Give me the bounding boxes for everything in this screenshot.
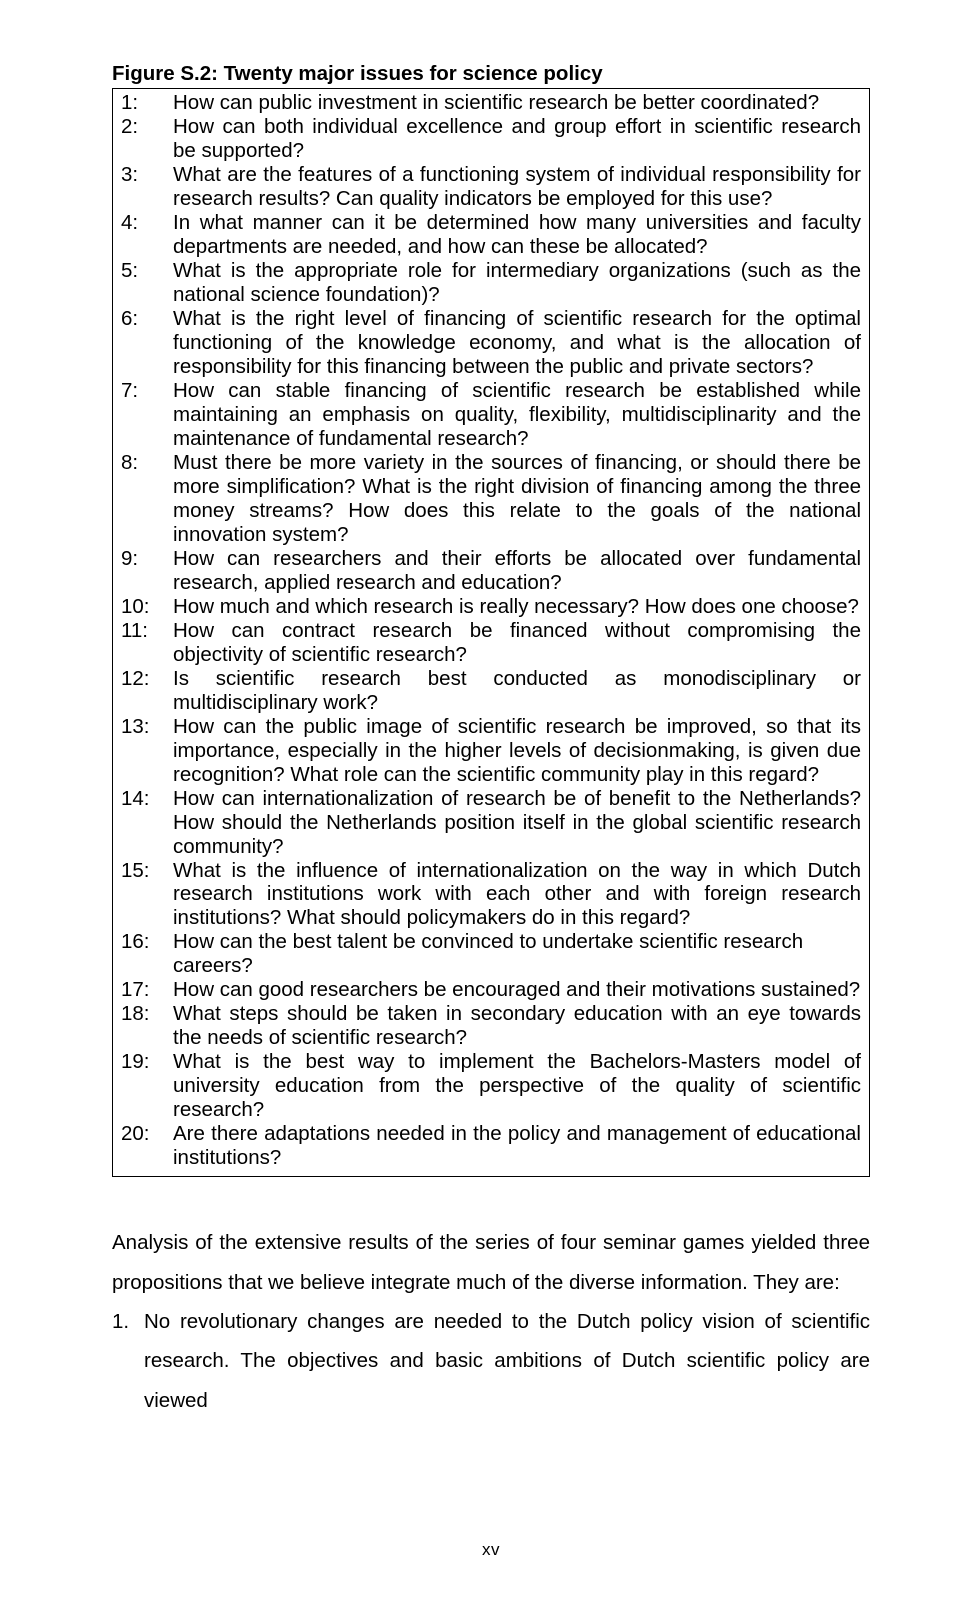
issue-text: In what manner can it be determined how … [173,211,861,259]
issue-text: Must there be more variety in the source… [173,451,861,547]
issue-item: 16:How can the best talent be convinced … [121,930,861,978]
issue-number: 4: [121,211,173,259]
issue-number: 17: [121,978,173,1002]
issue-item: 10:How much and which research is really… [121,595,861,619]
issue-item: 13:How can the public image of scientifi… [121,715,861,787]
issue-text: What is the best way to implement the Ba… [173,1050,861,1122]
issue-number: 2: [121,115,173,163]
issue-number: 19: [121,1050,173,1122]
issue-number: 1: [121,91,173,115]
figure-title: Figure S.2: Twenty major issues for scie… [112,62,870,86]
issue-text: What are the features of a functioning s… [173,163,861,211]
issue-item: 7:How can stable financing of scientific… [121,379,861,451]
page-number: xv [112,1540,870,1560]
issue-text: What is the appropriate role for interme… [173,259,861,307]
issue-item: 11:How can contract research be financed… [121,619,861,667]
issue-item: 2:How can both individual excellence and… [121,115,861,163]
issue-text: How can public investment in scientific … [173,91,861,115]
issue-item: 18:What steps should be taken in seconda… [121,1002,861,1050]
issue-item: 3:What are the features of a functioning… [121,163,861,211]
issue-text: Is scientific research best conducted as… [173,667,861,715]
issue-text: How can the best talent be convinced to … [173,930,861,978]
issue-item: 4:In what manner can it be determined ho… [121,211,861,259]
proposition-number: 1. [112,1302,144,1420]
issue-number: 6: [121,307,173,379]
issue-item: 17:How can good researchers be encourage… [121,978,861,1002]
issue-item: 6:What is the right level of financing o… [121,307,861,379]
issue-text: How can both individual excellence and g… [173,115,861,163]
issue-text: What is the influence of internationaliz… [173,859,861,931]
issue-number: 9: [121,547,173,595]
issue-number: 18: [121,1002,173,1050]
issue-number: 8: [121,451,173,547]
issue-text: How can contract research be financed wi… [173,619,861,667]
issue-text: How can researchers and their efforts be… [173,547,861,595]
issue-item: 20:Are there adaptations needed in the p… [121,1122,861,1170]
issue-number: 3: [121,163,173,211]
issue-text: Are there adaptations needed in the poli… [173,1122,861,1170]
issue-item: 15:What is the influence of internationa… [121,859,861,931]
issue-text: How much and which research is really ne… [173,595,861,619]
issue-number: 16: [121,930,173,978]
issue-number: 14: [121,787,173,859]
issue-number: 13: [121,715,173,787]
issue-text: How can good researchers be encouraged a… [173,978,861,1002]
issue-item: 9:How can researchers and their efforts … [121,547,861,595]
proposition-1: 1. No revolutionary changes are needed t… [112,1302,870,1420]
issue-number: 15: [121,859,173,931]
proposition-text: No revolutionary changes are needed to t… [144,1302,870,1420]
issue-number: 10: [121,595,173,619]
issue-text: How can the public image of scientific r… [173,715,861,787]
issue-number: 5: [121,259,173,307]
issue-number: 20: [121,1122,173,1170]
issue-text: How can stable financing of scientific r… [173,379,861,451]
issue-number: 11: [121,619,173,667]
issue-text: What is the right level of financing of … [173,307,861,379]
issue-item: 5:What is the appropriate role for inter… [121,259,861,307]
issue-number: 12: [121,667,173,715]
issue-item: 8:Must there be more variety in the sour… [121,451,861,547]
issue-text: What steps should be taken in secondary … [173,1002,861,1050]
issue-number: 7: [121,379,173,451]
issue-item: 14:How can internationalization of resea… [121,787,861,859]
issue-item: 12:Is scientific research best conducted… [121,667,861,715]
issue-text: How can internationalization of research… [173,787,861,859]
issues-box: 1:How can public investment in scientifi… [112,88,870,1177]
analysis-section: Analysis of the extensive results of the… [112,1223,870,1420]
issue-item: 1:How can public investment in scientifi… [121,91,861,115]
issue-item: 19:What is the best way to implement the… [121,1050,861,1122]
analysis-intro: Analysis of the extensive results of the… [112,1223,870,1302]
